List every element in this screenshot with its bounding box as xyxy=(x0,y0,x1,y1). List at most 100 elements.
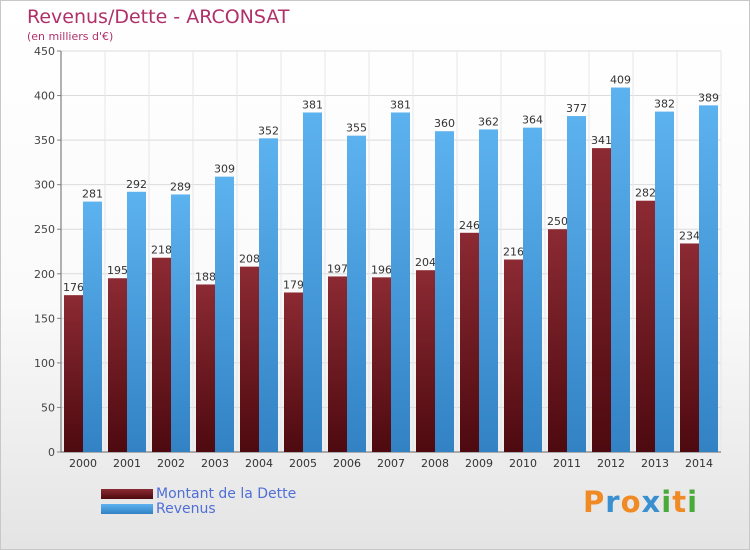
revenue-bar-label: 281 xyxy=(82,188,103,201)
debt-bar xyxy=(548,229,567,452)
y-tick-label: 450 xyxy=(34,45,55,58)
revenue-bar-label: 382 xyxy=(654,98,675,111)
revenue-bar xyxy=(259,138,278,452)
y-tick-label: 150 xyxy=(34,312,55,325)
x-tick-label: 2013 xyxy=(641,457,669,470)
revenue-bar xyxy=(523,127,542,452)
legend-swatch-revenus xyxy=(101,504,153,514)
logo-letter: P xyxy=(583,485,606,519)
logo-letter: o xyxy=(620,485,642,519)
y-tick-label: 0 xyxy=(48,446,55,459)
revenue-bar-label: 309 xyxy=(214,163,235,176)
revenue-bar-label: 409 xyxy=(610,74,631,87)
debt-bar-label: 250 xyxy=(547,215,568,228)
legend-label-dette: Montant de la Dette xyxy=(156,486,297,502)
revenue-bar-label: 292 xyxy=(126,178,147,191)
x-tick-label: 2014 xyxy=(685,457,713,470)
revenue-bar-label: 360 xyxy=(434,117,455,130)
revenue-bar-label: 381 xyxy=(302,98,323,111)
x-tick-label: 2002 xyxy=(157,457,185,470)
debt-bar xyxy=(460,232,479,452)
debt-bar-label: 234 xyxy=(679,229,700,242)
revenue-bar xyxy=(127,191,146,452)
debt-bar-label: 179 xyxy=(283,278,304,291)
debt-bar xyxy=(328,276,347,452)
chart-subtitle: (en milliers d'€) xyxy=(27,30,114,43)
revenue-bar xyxy=(611,87,630,452)
revenue-bar xyxy=(215,176,234,452)
debt-bar-label: 204 xyxy=(415,256,436,269)
debt-bar xyxy=(592,148,611,452)
revenue-bar xyxy=(655,111,674,453)
x-tick-label: 2008 xyxy=(421,457,449,470)
revenue-bar-label: 377 xyxy=(566,102,587,115)
logo-letter: r xyxy=(605,485,621,519)
logo-letter: i xyxy=(687,485,699,519)
revenue-bar xyxy=(479,129,498,452)
debt-bar-label: 195 xyxy=(107,264,128,277)
debt-bar-label: 176 xyxy=(63,281,84,294)
logo-letter: t xyxy=(672,485,688,519)
debt-bar-label: 197 xyxy=(327,262,348,275)
debt-bar-label: 208 xyxy=(239,253,260,266)
x-tick-label: 2004 xyxy=(245,457,273,470)
revenue-bar-label: 352 xyxy=(258,124,279,137)
x-tick-label: 2005 xyxy=(289,457,317,470)
y-tick-label: 350 xyxy=(34,134,55,147)
revenue-bar xyxy=(699,105,718,452)
x-tick-label: 2001 xyxy=(113,457,141,470)
debt-bar xyxy=(372,277,391,452)
proxiti-logo: Proxiti xyxy=(583,485,698,519)
revenue-bar-label: 362 xyxy=(478,115,499,128)
y-tick-label: 200 xyxy=(34,268,55,281)
debt-bar xyxy=(416,270,435,452)
revenue-bar xyxy=(435,131,454,452)
debt-bar xyxy=(636,200,655,452)
revenue-bar xyxy=(391,112,410,452)
x-tick-label: 2000 xyxy=(69,457,97,470)
debt-bar-label: 341 xyxy=(591,134,612,147)
x-tick-label: 2007 xyxy=(377,457,405,470)
debt-bar xyxy=(64,295,83,452)
revenue-bar-label: 289 xyxy=(170,180,191,193)
revenue-bar xyxy=(303,112,322,452)
y-tick-label: 250 xyxy=(34,223,55,236)
debt-bar xyxy=(152,257,171,452)
debt-bar-label: 246 xyxy=(459,219,480,232)
y-tick-label: 100 xyxy=(34,357,55,370)
legend-label-revenus: Revenus xyxy=(156,501,216,517)
logo-letter: i xyxy=(661,485,673,519)
revenue-bar xyxy=(347,135,366,452)
debt-bar-label: 218 xyxy=(151,244,172,257)
legend-swatch-dette xyxy=(101,489,153,499)
debt-bar-label: 188 xyxy=(195,270,216,283)
x-tick-label: 2011 xyxy=(553,457,581,470)
x-tick-label: 2003 xyxy=(201,457,229,470)
debt-bar xyxy=(196,284,215,452)
debt-bar xyxy=(240,266,259,452)
x-tick-label: 2006 xyxy=(333,457,361,470)
y-tick-label: 50 xyxy=(41,401,55,414)
chart-title: Revenus/Dette - ARCONSAT xyxy=(27,6,290,28)
revenue-bar-label: 381 xyxy=(390,98,411,111)
debt-bar xyxy=(284,292,303,452)
logo-letter: x xyxy=(641,485,662,519)
debt-bar-label: 216 xyxy=(503,246,524,259)
revenue-bar xyxy=(171,194,190,453)
x-tick-label: 2010 xyxy=(509,457,537,470)
revenue-bar xyxy=(83,201,102,452)
revenue-bar-label: 364 xyxy=(522,114,543,127)
debt-bar xyxy=(108,278,127,452)
debt-bar xyxy=(504,259,523,452)
revenue-bar-label: 389 xyxy=(698,91,719,104)
x-tick-label: 2012 xyxy=(597,457,625,470)
debt-bar-label: 196 xyxy=(371,263,392,276)
debt-bar xyxy=(680,243,699,452)
y-tick-label: 300 xyxy=(34,179,55,192)
x-tick-label: 2009 xyxy=(465,457,493,470)
revenue-bar-label: 355 xyxy=(346,122,367,135)
revenue-bar xyxy=(567,116,586,452)
y-tick-label: 400 xyxy=(34,90,55,103)
